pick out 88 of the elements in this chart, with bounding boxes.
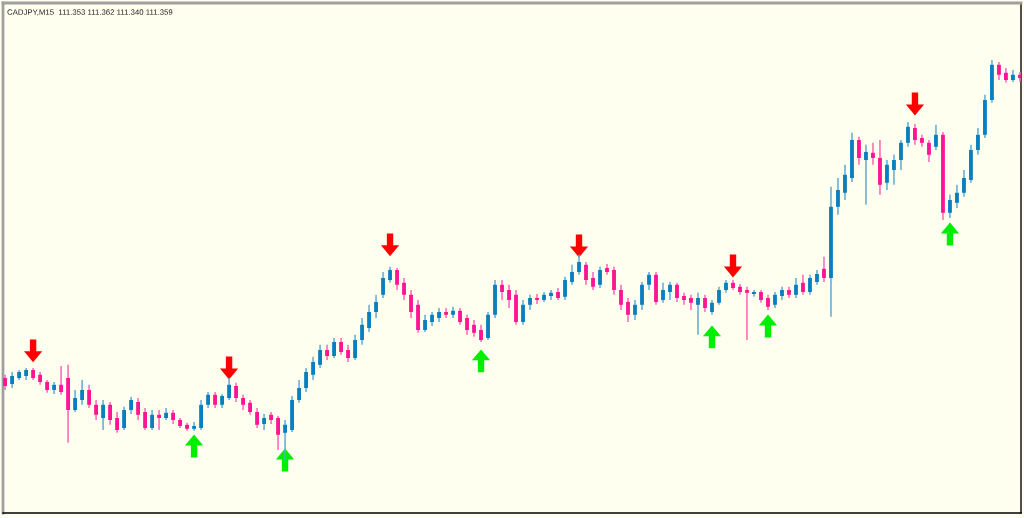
candlestick <box>864 144 868 206</box>
candlestick <box>409 289 413 319</box>
candlestick <box>612 266 616 296</box>
candlestick <box>87 384 92 409</box>
candlestick <box>297 379 301 404</box>
candlestick <box>521 299 525 326</box>
candlestick <box>332 337 336 359</box>
candlestick <box>948 194 952 219</box>
candlestick <box>94 399 99 421</box>
candlestick <box>934 124 938 151</box>
candlestick <box>927 139 931 163</box>
point <box>758 314 778 338</box>
candlestick <box>234 382 238 403</box>
candlestick <box>794 277 798 299</box>
candlestick <box>192 421 196 432</box>
candlestick <box>227 377 231 401</box>
candlestick <box>402 277 406 301</box>
point <box>380 233 400 257</box>
candlestick <box>73 389 78 413</box>
candlestick <box>570 264 574 286</box>
candlestick <box>962 169 966 198</box>
candlestick <box>122 406 127 431</box>
candlestick <box>367 304 371 333</box>
point <box>219 356 239 380</box>
candlestick <box>857 136 861 166</box>
candlestick <box>584 261 588 286</box>
candlestick <box>976 127 980 156</box>
candlestick <box>535 293 539 305</box>
point <box>471 349 491 373</box>
point <box>723 254 743 278</box>
candlestick <box>619 284 623 311</box>
candlestick <box>255 407 259 429</box>
candlestick <box>395 267 399 291</box>
candlestick <box>276 415 280 451</box>
candlestick <box>640 281 644 311</box>
candlestick <box>108 401 113 426</box>
candlestick <box>577 254 581 276</box>
candlestick <box>283 419 287 461</box>
candlestick <box>745 286 749 341</box>
point <box>569 234 589 258</box>
candlestick <box>157 409 161 431</box>
candlestick <box>136 397 140 421</box>
candlestick <box>899 139 903 171</box>
candlestick <box>115 411 120 434</box>
candlestick <box>808 274 812 296</box>
candlestick <box>318 344 322 369</box>
candlestick <box>143 407 147 431</box>
candlestick <box>892 154 896 186</box>
candlestick <box>633 299 637 321</box>
candlestick <box>101 399 106 431</box>
candlestick <box>353 334 357 361</box>
candlestick <box>906 121 910 148</box>
candlestick <box>822 256 826 283</box>
candlestick <box>913 123 917 146</box>
point <box>184 434 204 458</box>
candlestick <box>381 271 385 299</box>
candlestick <box>311 356 315 381</box>
candlestick <box>661 282 665 304</box>
candlestick <box>500 279 504 301</box>
candlestick <box>1018 71 1021 83</box>
candlestick <box>836 177 840 216</box>
candlestick <box>801 274 805 296</box>
candlestick <box>675 282 679 303</box>
point <box>702 325 722 349</box>
point <box>905 92 925 116</box>
candlestick <box>752 289 756 298</box>
candlestick <box>885 159 889 191</box>
candlestick <box>563 276 567 301</box>
candlestick <box>199 399 203 431</box>
candlestick <box>59 365 64 396</box>
candlestick <box>626 297 630 323</box>
candlestick <box>598 266 602 289</box>
candlestick <box>696 292 700 336</box>
point <box>23 339 43 363</box>
candlestick <box>80 379 85 406</box>
candlestick <box>507 284 511 309</box>
candlestick <box>549 289 553 301</box>
candlestick <box>955 184 959 209</box>
candlestick <box>444 307 448 319</box>
point <box>940 222 960 246</box>
candlestick <box>150 409 154 431</box>
candlestick <box>360 317 364 346</box>
candlestick <box>871 142 875 166</box>
candlestick <box>486 311 490 341</box>
candlestick <box>465 314 469 336</box>
candlestick <box>374 294 378 319</box>
candlestick <box>304 367 308 393</box>
candlestick <box>843 164 847 201</box>
